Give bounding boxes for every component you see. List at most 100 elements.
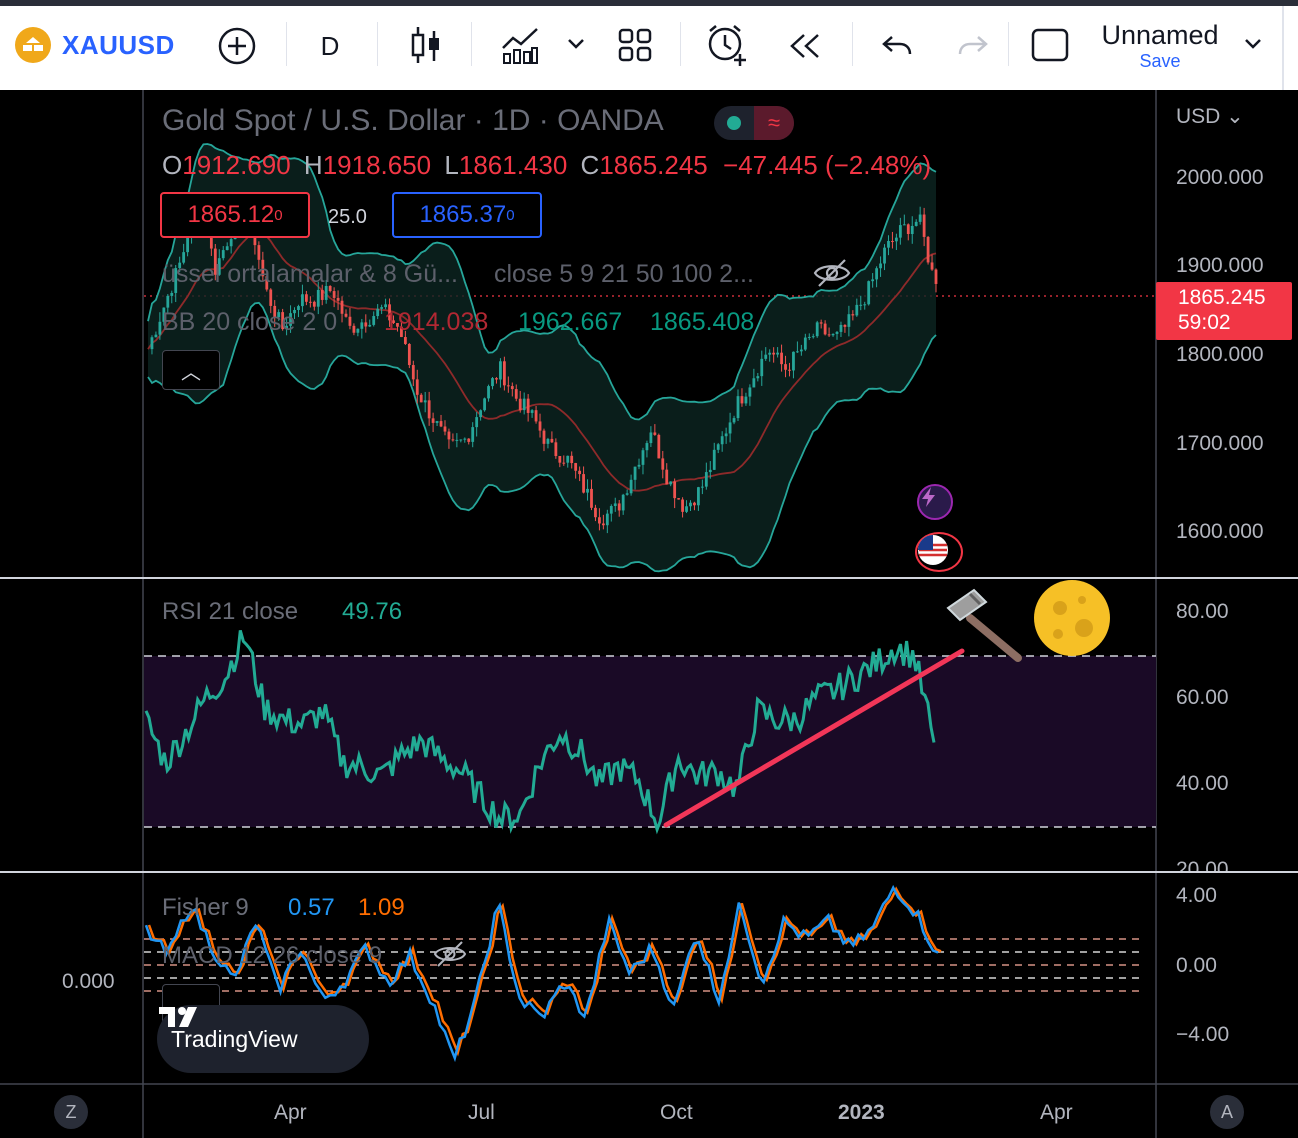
candle-body — [871, 279, 875, 282]
candle-body — [550, 438, 554, 443]
candle-body — [720, 436, 724, 445]
us-economic-event-icon[interactable] — [915, 532, 963, 572]
sell-price-button[interactable]: 1865.12 0 — [160, 192, 310, 238]
undo-icon[interactable] — [876, 26, 918, 66]
currency-selector[interactable]: USD ⌄ — [1176, 105, 1244, 128]
candle-body — [526, 398, 530, 413]
candle-body — [926, 236, 930, 263]
candle-body — [883, 247, 886, 264]
candle-body — [633, 466, 637, 480]
tradingview-logo[interactable]: TradingView — [157, 1005, 369, 1073]
candle-body — [178, 262, 182, 269]
hidden-eye-icon[interactable] — [812, 256, 852, 290]
candle-body — [649, 432, 653, 444]
candle-body — [562, 462, 566, 464]
rsi-tick: 40.00 — [1176, 772, 1229, 795]
candle-body — [827, 334, 831, 336]
fisher-value: 0.57 — [288, 894, 335, 921]
gold-symbol-icon[interactable] — [14, 26, 52, 64]
chevron-up-icon: ︿ — [181, 361, 201, 384]
candle-body — [863, 304, 867, 306]
ohlc-values: O1912.690 H1918.650 L1861.430 C1865.245 … — [162, 150, 932, 180]
candle-body — [443, 426, 447, 432]
price-tick: 1600.000 — [1176, 520, 1264, 543]
full-moon-icon[interactable] — [1032, 578, 1112, 658]
buy-price-button[interactable]: 1865.37 0 — [392, 192, 542, 238]
bb-upper-value: 1962.667 — [518, 308, 623, 336]
candle-body — [566, 455, 570, 463]
rsi-indicator-name[interactable]: RSI 21 close — [162, 598, 299, 625]
chevron-down-icon[interactable] — [564, 32, 588, 56]
symbol-name[interactable]: XAUUSD — [62, 29, 175, 60]
interval-button[interactable]: D — [320, 30, 340, 61]
alert-icon[interactable] — [704, 22, 750, 68]
candle-body — [665, 469, 669, 485]
chart-area[interactable]: Gold Spot / U.S. Dollar · 1D · OANDA ≈ O… — [0, 90, 1298, 1138]
time-tick: Apr — [274, 1101, 307, 1124]
candle-body — [312, 301, 316, 307]
candle-body — [411, 365, 415, 380]
save-link[interactable]: Save — [1139, 50, 1181, 71]
collapse-legend-button[interactable]: ︿ — [162, 350, 220, 390]
macd-indicator-name[interactable]: MACD 12 26 close 9 — [162, 942, 383, 969]
candle-body — [788, 369, 791, 371]
candle-body — [835, 331, 839, 334]
add-symbol-icon[interactable] — [216, 25, 258, 67]
ema-indicator-params: close 5 9 21 50 100 2... — [494, 260, 754, 288]
indicators-icon[interactable] — [498, 24, 542, 66]
price-tick: 1800.000 — [1176, 343, 1264, 366]
bb-indicator-name[interactable]: BB 20 close 2 0 — [162, 308, 338, 336]
candle-body — [768, 352, 772, 355]
fullscreen-icon[interactable] — [1028, 26, 1072, 64]
candle-body — [372, 316, 376, 325]
candle-body — [510, 386, 514, 390]
candle-body — [396, 323, 399, 327]
candle-body — [609, 506, 613, 514]
candle-body — [780, 352, 783, 365]
candle-body — [534, 410, 538, 422]
lightning-event-icon[interactable] — [917, 484, 953, 520]
candle-body — [772, 352, 776, 355]
candle-body — [681, 499, 684, 512]
replay-icon[interactable] — [784, 26, 826, 66]
candle-body — [514, 389, 518, 399]
fisher-indicator-name[interactable]: Fisher 9 — [162, 894, 249, 921]
candle-body — [170, 292, 174, 296]
auto-scale-button[interactable]: A — [1210, 1095, 1244, 1129]
redo-icon[interactable] — [952, 26, 994, 66]
fisher-trigger-value: 1.09 — [358, 894, 405, 921]
candle-body — [792, 351, 795, 371]
candle-body — [463, 438, 467, 440]
macd-hidden-eye-icon[interactable] — [432, 938, 468, 970]
time-tick: Oct — [660, 1101, 693, 1124]
candle-body — [213, 248, 217, 275]
candle-body — [930, 262, 934, 270]
candle-body — [217, 258, 221, 275]
oscillator-tick: 0.00 — [1176, 954, 1217, 977]
auto-scale-left-button[interactable]: Z — [54, 1095, 88, 1129]
market-open-icon — [714, 106, 754, 140]
chart-canvas[interactable] — [0, 90, 1298, 1138]
ema-indicator-name[interactable]: üssel ortalamalar & 8 Gü... — [162, 260, 458, 288]
hammer-icon[interactable] — [940, 584, 1026, 666]
layout-name[interactable]: Unnamed — [1101, 19, 1219, 50]
layout-chevron-icon[interactable] — [1240, 32, 1266, 56]
candle-body — [859, 304, 863, 306]
candle-body — [542, 430, 546, 444]
candle-body — [419, 394, 423, 403]
candle-body — [376, 308, 380, 317]
candle-body — [700, 486, 704, 488]
candles-icon[interactable] — [406, 24, 446, 66]
candle-body — [590, 488, 593, 508]
candle-body — [265, 276, 269, 290]
templates-icon[interactable] — [614, 24, 656, 66]
fisher-line — [144, 884, 939, 1063]
data-delay-icon: ≈ — [754, 106, 794, 140]
candle-body — [364, 322, 368, 327]
candle-body — [617, 503, 621, 511]
market-status-badge[interactable]: ≈ — [714, 106, 794, 140]
rsi-trendline[interactable] — [663, 648, 965, 828]
candle-body — [324, 286, 328, 300]
candle-body — [736, 396, 740, 419]
candle-body — [613, 503, 617, 507]
